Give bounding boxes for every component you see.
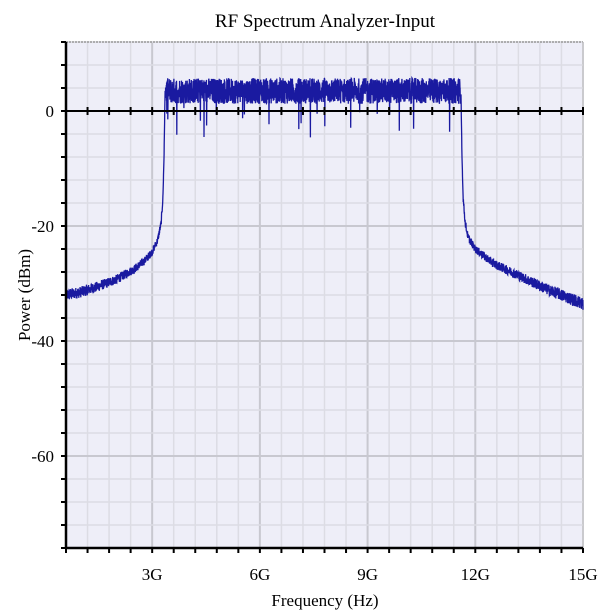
x-tick-label: 3G [142,565,163,584]
chart-title: RF Spectrum Analyzer-Input [215,11,436,32]
x-axis-label: Frequency (Hz) [271,591,378,610]
x-tick-label: 9G [357,565,378,584]
x-tick-label: 12G [461,565,490,584]
y-axis-label: Power (dBm) [15,249,34,341]
y-tick-label: -20 [31,217,54,236]
y-tick-label: -60 [31,447,54,466]
x-tick-label: 15G [568,565,597,584]
y-tick-label: 0 [46,102,55,121]
y-tick-label: -40 [31,332,54,351]
x-tick-label: 6G [249,565,270,584]
spectrum-trace [65,75,584,310]
